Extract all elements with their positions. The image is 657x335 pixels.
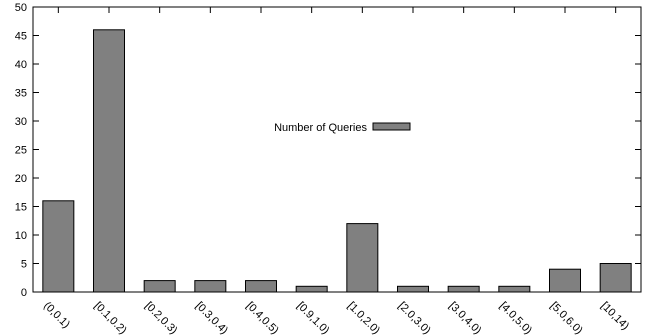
x-tick-label: [0.9,1.0) <box>294 300 331 335</box>
x-axis: (0,0.1) [0.1,0.2) [0.2,0.3) [0.3,0.4) [0.4,0… <box>41 7 631 335</box>
x-tick-label: [3.0,4.0) <box>446 300 483 335</box>
x-tick-label: [5.0,6.0) <box>548 300 585 335</box>
bar <box>498 285 531 293</box>
y-tick-label: 5 <box>21 259 27 271</box>
x-tick-label: [1.0,2.0) <box>345 300 382 335</box>
bar <box>245 280 277 293</box>
bar <box>93 29 125 293</box>
legend-swatch <box>372 122 411 131</box>
y-tick-label: 25 <box>15 145 27 157</box>
y-tick-label: 10 <box>15 230 27 242</box>
bar <box>295 285 328 293</box>
bar <box>194 280 227 293</box>
bar <box>143 280 176 293</box>
bar <box>447 285 480 293</box>
x-tick-label: [0.3,0.4) <box>193 300 230 335</box>
bar <box>549 268 581 293</box>
y-tick-label: 20 <box>15 173 27 185</box>
x-tick-label: [0.2,0.3) <box>142 300 179 335</box>
x-tick-label: [0.4,0.5) <box>244 300 281 335</box>
y-tick-label: 15 <box>15 202 27 214</box>
x-tick-label: [2.0,3.0) <box>396 300 433 335</box>
bars <box>42 29 632 293</box>
bar <box>42 200 75 293</box>
y-tick-label: 45 <box>15 31 27 43</box>
x-tick-label: (0,0.1) <box>41 300 72 331</box>
legend-label: Number of Queries <box>274 122 367 134</box>
x-tick-label: [4.0,5.0) <box>497 300 534 335</box>
y-tick-label: 50 <box>15 2 27 14</box>
bar <box>599 263 632 293</box>
bar <box>346 223 379 293</box>
x-tick-label: [0.1,0.2) <box>92 300 129 335</box>
y-tick-label: 35 <box>15 88 27 100</box>
x-tick-label: [10,14) <box>598 300 631 333</box>
y-tick-label: 30 <box>15 116 27 128</box>
bar <box>397 285 429 293</box>
y-axis: 0 5 10 15 20 25 30 35 40 45 50 <box>15 2 641 299</box>
y-tick-label: 40 <box>15 59 27 71</box>
legend: Number of Queries <box>274 122 411 134</box>
y-tick-label: 0 <box>21 287 27 299</box>
